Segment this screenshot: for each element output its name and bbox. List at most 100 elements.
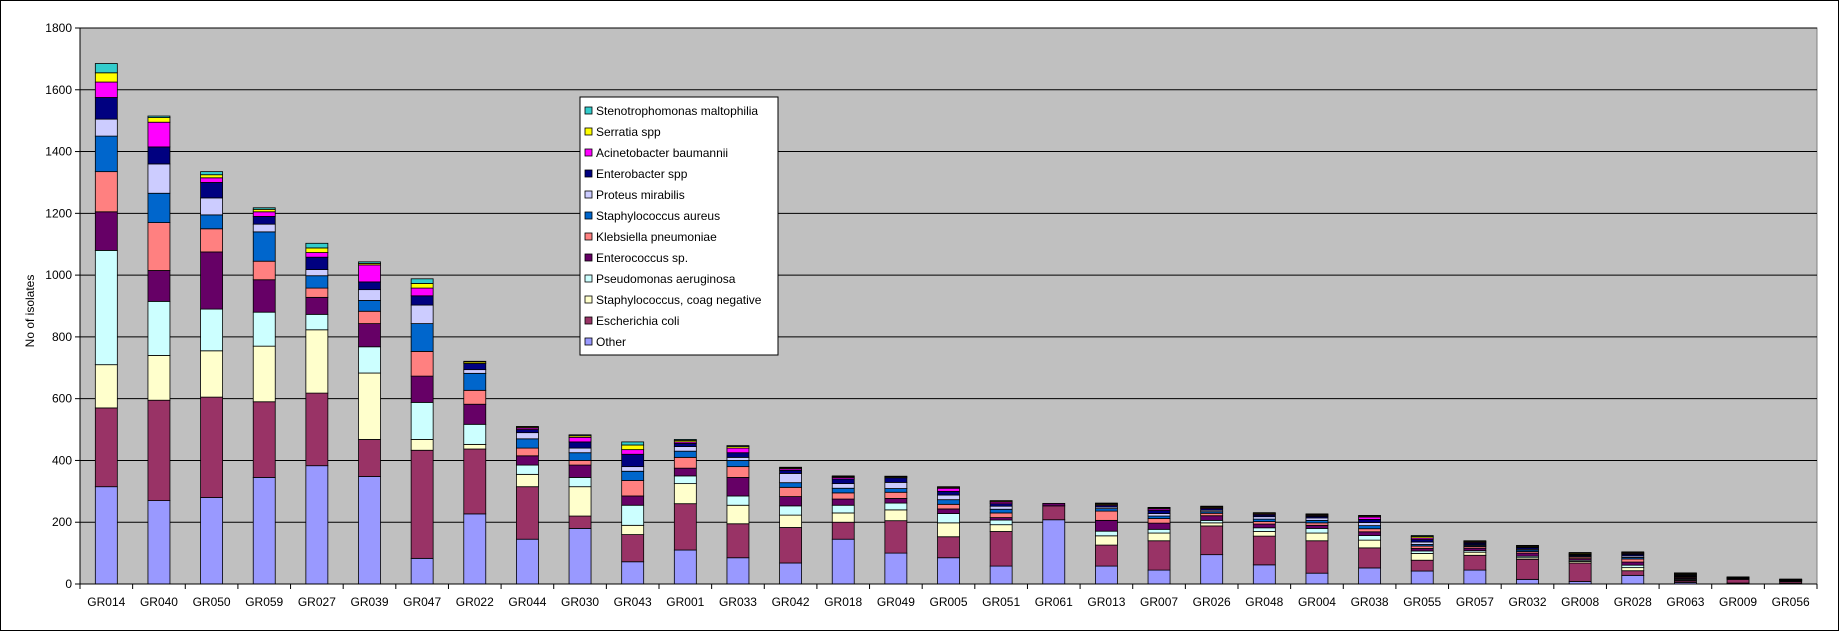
bar-segment xyxy=(252,260,276,281)
bar-segment xyxy=(1147,518,1171,524)
bar-segment xyxy=(1358,539,1381,549)
bar-segment xyxy=(252,279,276,313)
bar-segment xyxy=(1042,519,1066,585)
bar-segment xyxy=(305,242,329,249)
y-tick-label: 1000 xyxy=(45,268,72,282)
x-tick-label: GR055 xyxy=(1403,595,1441,609)
bar-segment xyxy=(726,456,750,461)
bar-segment xyxy=(779,562,802,585)
legend-swatch xyxy=(584,337,593,346)
legend-label: Serratia spp xyxy=(596,125,661,139)
bar-segment xyxy=(1358,522,1381,527)
x-tick-label: GR056 xyxy=(1772,595,1810,609)
bar-segment xyxy=(1200,505,1224,508)
bar-segment xyxy=(305,247,329,253)
bar-segment xyxy=(726,504,750,525)
bar-segment xyxy=(831,487,855,494)
bars xyxy=(94,63,1803,585)
x-tick-label: GR030 xyxy=(561,595,599,609)
bar-segment xyxy=(1200,525,1224,556)
legend-swatch xyxy=(584,232,593,241)
bar-segment xyxy=(884,475,908,478)
bar-segment xyxy=(516,464,539,475)
bar-segment xyxy=(673,439,697,441)
x-tick-label: GR007 xyxy=(1140,595,1178,609)
bar-segment xyxy=(989,524,1013,532)
bar-segment xyxy=(252,231,276,262)
bar-segment xyxy=(305,269,329,277)
bar-segment xyxy=(673,549,697,585)
bar-segment xyxy=(831,538,855,585)
bar-segment xyxy=(147,399,171,502)
bar-segment xyxy=(1726,578,1750,584)
bar-segment xyxy=(305,256,329,270)
bar-segment xyxy=(937,499,960,505)
bar-segment xyxy=(884,491,908,499)
bar-segment xyxy=(463,360,487,363)
x-tick-label: GR001 xyxy=(666,595,704,609)
y-tick-label: 1600 xyxy=(45,83,72,97)
bar-segment xyxy=(937,557,960,585)
y-tick-label: 1400 xyxy=(45,145,72,159)
bar-segment xyxy=(516,426,539,428)
bar-segment xyxy=(937,503,960,510)
bar-segment xyxy=(884,498,908,504)
bar-segment xyxy=(147,163,171,194)
bar-segment xyxy=(94,249,118,366)
bar-segment xyxy=(831,504,855,514)
bar-segment xyxy=(1463,569,1487,585)
bar-segment xyxy=(1410,535,1434,537)
bar-segment xyxy=(884,502,908,511)
bar-segment xyxy=(516,447,539,457)
bar-segment xyxy=(358,323,381,348)
bar-segment xyxy=(463,372,487,391)
bar-segment xyxy=(726,477,750,497)
bar-segment xyxy=(94,171,118,213)
bar-segment xyxy=(1042,505,1066,521)
bar-segment xyxy=(305,275,329,289)
legend-swatch xyxy=(584,211,593,220)
bar-segment xyxy=(831,521,855,540)
bar-segment xyxy=(831,478,855,485)
bar-segment xyxy=(1358,525,1381,530)
x-tick-label: GR005 xyxy=(929,595,967,609)
bar-segment xyxy=(200,171,223,176)
bar-segment xyxy=(94,407,118,488)
bar-segment xyxy=(305,465,329,585)
legend-swatch xyxy=(584,169,593,178)
bar-segment xyxy=(305,296,329,315)
bar-segment xyxy=(94,135,118,173)
bar-segment xyxy=(1621,570,1645,576)
bar-segment xyxy=(568,477,592,488)
x-tick-label: GR004 xyxy=(1298,595,1336,609)
bar-segment xyxy=(1516,578,1539,585)
bar-segment xyxy=(1621,561,1645,566)
x-tick-label: GR038 xyxy=(1351,595,1389,609)
bar-segment xyxy=(1516,544,1539,547)
bar-segment xyxy=(621,453,645,468)
legend-swatch xyxy=(584,127,593,136)
bar-segment xyxy=(147,270,171,302)
bar-segment xyxy=(358,476,381,585)
bar-segment xyxy=(463,513,487,585)
bar-segment xyxy=(1252,523,1276,529)
x-tick-label: GR044 xyxy=(508,595,546,609)
bar-segment xyxy=(1252,535,1276,566)
bar-segment xyxy=(463,369,487,374)
bar-segment xyxy=(1358,531,1381,536)
y-tick-label: 200 xyxy=(52,515,72,529)
bar-segment xyxy=(463,389,487,405)
x-tick-label: GR013 xyxy=(1087,595,1125,609)
bar-segment xyxy=(516,432,539,440)
bar-segment xyxy=(673,467,697,477)
legend-label: Enterobacter spp xyxy=(596,167,688,181)
bar-segment xyxy=(673,503,697,551)
bar-segment xyxy=(1516,558,1539,580)
bar-segment xyxy=(94,118,118,137)
bar-segment xyxy=(884,477,908,483)
bar-segment xyxy=(1358,528,1381,533)
x-tick-label: GR018 xyxy=(824,595,862,609)
y-tick-label: 0 xyxy=(65,577,72,591)
bar-segment xyxy=(1200,522,1224,527)
